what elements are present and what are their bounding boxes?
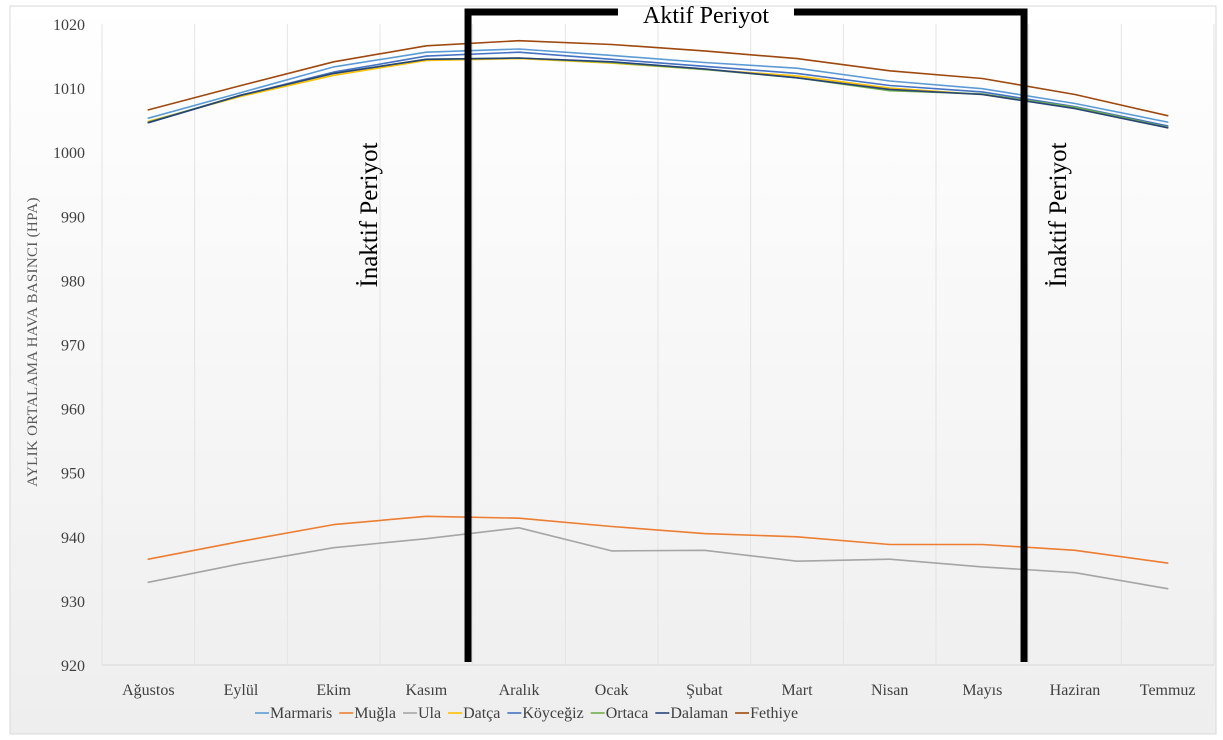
series-line-muğla <box>147 515 1169 564</box>
legend-label: Ula <box>418 705 441 722</box>
x-tick-label: Eylül <box>224 682 259 699</box>
y-tick-label: 1010 <box>53 81 85 98</box>
legend-label: Köyceğiz <box>522 705 583 722</box>
legend-label: Fethiye <box>750 705 798 722</box>
legend-label: Marmaris <box>270 705 332 722</box>
chart-background <box>9 5 1217 735</box>
x-axis-ticks: Ağustos Eylül Ekim Kasım Aralık Ocak Şubat Mart… <box>122 682 1195 699</box>
x-tick-label: Mart <box>781 682 813 699</box>
x-tick-label: Temmuz <box>1140 682 1196 699</box>
x-tick-label: Aralık <box>499 682 540 699</box>
y-tick-label: 930 <box>61 594 85 611</box>
series-line-dalaman <box>147 57 1169 129</box>
grid-layer <box>101 24 1215 666</box>
series-line-marmaris <box>147 48 1169 123</box>
y-tick-label: 940 <box>61 530 85 547</box>
active-period-label: Aktif Periyot <box>643 3 769 29</box>
y-tick-label: 950 <box>61 466 85 483</box>
y-tick-label: 970 <box>61 338 85 355</box>
x-tick-label: Nisan <box>871 682 908 699</box>
x-tick-label: Ağustos <box>122 682 174 699</box>
legend: Marmaris Muğla Ula Datça Köyceğiz Ortaca Dalam… <box>255 705 798 722</box>
series-layer <box>147 39 1169 590</box>
x-tick-label: Mayıs <box>962 682 1002 699</box>
series-line-köyceğiz <box>147 51 1169 127</box>
legend-label: Datça <box>463 705 500 722</box>
x-tick-label: Ocak <box>595 682 629 699</box>
legend-label: Muğla <box>354 705 396 722</box>
series-line-fethiye <box>147 39 1169 117</box>
x-tick-label: Şubat <box>686 682 723 699</box>
legend-label: Ortaca <box>606 705 649 722</box>
y-axis-label: AYLIK ORTALAMA HAVA BASINCI (HPA) <box>25 197 41 487</box>
legend-label: Dalaman <box>670 705 728 722</box>
active-period-bracket <box>464 8 1028 662</box>
inactive-period-right-label: İnaktif Periyot <box>1045 142 1072 287</box>
y-tick-label: 990 <box>61 209 85 226</box>
y-axis-ticks: 920 930 940 950 960 970 980 990 1000 1010 1020 <box>53 17 85 675</box>
series-line-ula <box>147 526 1169 590</box>
x-tick-label: Haziran <box>1050 682 1101 699</box>
y-tick-label: 960 <box>61 402 85 419</box>
active-period-bracket-line <box>464 8 1028 662</box>
y-tick-label: 920 <box>61 658 85 675</box>
y-tick-label: 1020 <box>53 17 85 34</box>
x-tick-label: Ekim <box>316 682 351 699</box>
y-tick-label: 1000 <box>53 145 85 162</box>
y-tick-label: 980 <box>61 273 85 290</box>
x-tick-label: Kasım <box>405 682 447 699</box>
inactive-period-left-label: İnaktif Periyot <box>356 142 383 287</box>
